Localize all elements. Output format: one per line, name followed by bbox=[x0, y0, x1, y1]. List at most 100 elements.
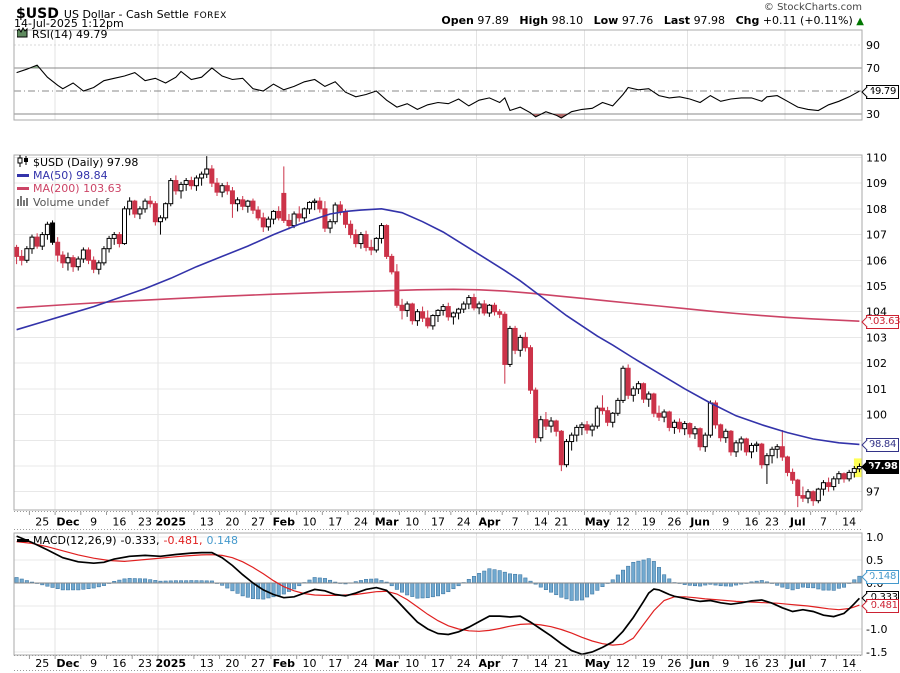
y-axis-label: 101 bbox=[866, 383, 887, 396]
x-axis-label: 14 bbox=[842, 516, 856, 529]
price-panel bbox=[14, 156, 862, 508]
x-axis-label: Apr bbox=[478, 516, 500, 529]
low-label: Low bbox=[593, 14, 619, 27]
open-value: 97.89 bbox=[477, 14, 509, 27]
x-axis-label: 17 bbox=[328, 516, 342, 529]
rsi-area-chart-icon bbox=[16, 27, 28, 41]
chart-header: $USD US Dollar - Cash Settle FOREX bbox=[16, 3, 227, 22]
x-axis-label: 17 bbox=[431, 516, 445, 529]
ma200-line bbox=[16, 288, 860, 322]
chg-label: Chg bbox=[735, 14, 760, 27]
rsi-value-label: 49.79 bbox=[866, 85, 899, 99]
x-axis-label: 10 bbox=[303, 657, 317, 670]
x-axis-label: Jun bbox=[689, 657, 710, 670]
macd-histogram bbox=[14, 558, 862, 601]
y-axis-label: 110 bbox=[866, 151, 887, 164]
x-axis-label: 25 bbox=[35, 657, 49, 670]
x-axis-label: 19 bbox=[642, 516, 656, 529]
x-axis-label: 9 bbox=[722, 516, 729, 529]
y-axis-label: 105 bbox=[866, 280, 887, 293]
y-axis-label: 97 bbox=[866, 486, 880, 499]
x-axis-label: 2025 bbox=[155, 657, 186, 670]
x-axis-label: 23 bbox=[138, 516, 152, 529]
up-triangle-icon: ▲ bbox=[856, 16, 864, 27]
volume-legend: Volume undef bbox=[17, 195, 109, 209]
x-axis-label: 10 bbox=[303, 516, 317, 529]
y-axis-label: 1.0 bbox=[866, 531, 884, 544]
x-axis-label: 10 bbox=[405, 516, 419, 529]
rsi-legend: RSI(14) 49.79 bbox=[16, 27, 108, 41]
price-legend: $USD (Daily) 97.98 bbox=[17, 155, 138, 170]
ma200-line-icon bbox=[17, 187, 29, 190]
symbol-description: US Dollar - Cash Settle bbox=[63, 8, 189, 21]
open-label: Open bbox=[441, 14, 474, 27]
x-axis-label: 25 bbox=[35, 516, 49, 529]
x-axis-label: Mar bbox=[375, 516, 399, 529]
x-axis-label: 12 bbox=[616, 657, 630, 670]
last-label: Last bbox=[663, 14, 691, 27]
macd-panel bbox=[14, 535, 862, 656]
macd-signal-value-label: -0.481 bbox=[866, 599, 899, 613]
macd-signal-line bbox=[16, 541, 860, 646]
ma50-value-label: 98.84 bbox=[866, 438, 899, 452]
x-axis-label: 19 bbox=[642, 657, 656, 670]
x-axis-label: 12 bbox=[616, 516, 630, 529]
x-axis-label: 7 bbox=[512, 516, 519, 529]
x-axis-label: 17 bbox=[431, 657, 445, 670]
low-value: 97.76 bbox=[621, 14, 654, 27]
high-value: 98.10 bbox=[551, 14, 584, 27]
x-axis-label: 26 bbox=[667, 516, 681, 529]
macd-main-line bbox=[16, 535, 861, 656]
x-axis-label: 9 bbox=[90, 657, 97, 670]
x-axis-label: Jun bbox=[689, 516, 710, 529]
x-axis-label: Jul bbox=[789, 516, 806, 529]
x-axis-label: 9 bbox=[90, 516, 97, 529]
x-axis-label: 13 bbox=[200, 657, 214, 670]
x-axis-label: 27 bbox=[251, 657, 265, 670]
x-axis-label: 16 bbox=[112, 657, 126, 670]
x-axis-label: Jul bbox=[789, 657, 806, 670]
x-axis-label: 27 bbox=[251, 516, 265, 529]
candlestick-icon bbox=[17, 155, 29, 170]
y-axis-label: 100 bbox=[866, 409, 887, 422]
macd-legend: MACD(12,26,9) -0.333, -0.481, 0.148 bbox=[17, 534, 238, 547]
x-axis-label: 13 bbox=[200, 516, 214, 529]
y-axis-label: 107 bbox=[866, 229, 887, 242]
y-axis: 9070301101091081071061051041031021011009… bbox=[866, 39, 887, 659]
x-axis-label: Mar bbox=[375, 657, 399, 670]
x-axis-label: 16 bbox=[112, 516, 126, 529]
x-axis-label: 23 bbox=[138, 657, 152, 670]
y-axis-label: 0.5 bbox=[866, 554, 884, 567]
x-axis-label: 23 bbox=[765, 516, 779, 529]
x-axis-label: 23 bbox=[765, 657, 779, 670]
x-axis-label: 17 bbox=[328, 657, 342, 670]
rsi-legend-label: RSI(14) 49.79 bbox=[32, 27, 108, 41]
x-axis-label: 7 bbox=[820, 516, 827, 529]
y-axis-label: 103 bbox=[866, 331, 887, 344]
ma50-legend-label: MA(50) 98.84 bbox=[33, 169, 108, 182]
x-axis-label: 14 bbox=[534, 657, 548, 670]
ma200-legend-label: MA(200) 103.63 bbox=[33, 182, 122, 195]
macd-line-icon bbox=[17, 539, 29, 542]
x-axis-label: 10 bbox=[405, 657, 419, 670]
x-axis-label: 9 bbox=[722, 657, 729, 670]
x-axis-label: Dec bbox=[56, 516, 79, 529]
x-axis-label: 2025 bbox=[155, 516, 186, 529]
x-axis-label: 26 bbox=[667, 657, 681, 670]
x-axis-label: Apr bbox=[478, 657, 500, 670]
x-axis-label: Feb bbox=[273, 516, 296, 529]
quote-bar: Open 97.89 High 98.10 Low 97.76 Last 97.… bbox=[434, 14, 864, 27]
x-axis-label: 21 bbox=[554, 657, 568, 670]
macd-signal-value: -0.481, bbox=[163, 534, 203, 547]
y-axis-label: 109 bbox=[866, 177, 887, 190]
x-axis-label: 16 bbox=[745, 657, 759, 670]
ma200-legend: MA(200) 103.63 bbox=[17, 182, 122, 195]
ma50-legend: MA(50) 98.84 bbox=[17, 169, 108, 182]
copyright: © StockCharts.com bbox=[763, 2, 862, 13]
ma200-value-label: 103.63 bbox=[866, 315, 900, 329]
rsi-line bbox=[16, 64, 860, 119]
ma50-line-icon bbox=[17, 174, 29, 177]
exchange-label: FOREX bbox=[193, 11, 227, 21]
